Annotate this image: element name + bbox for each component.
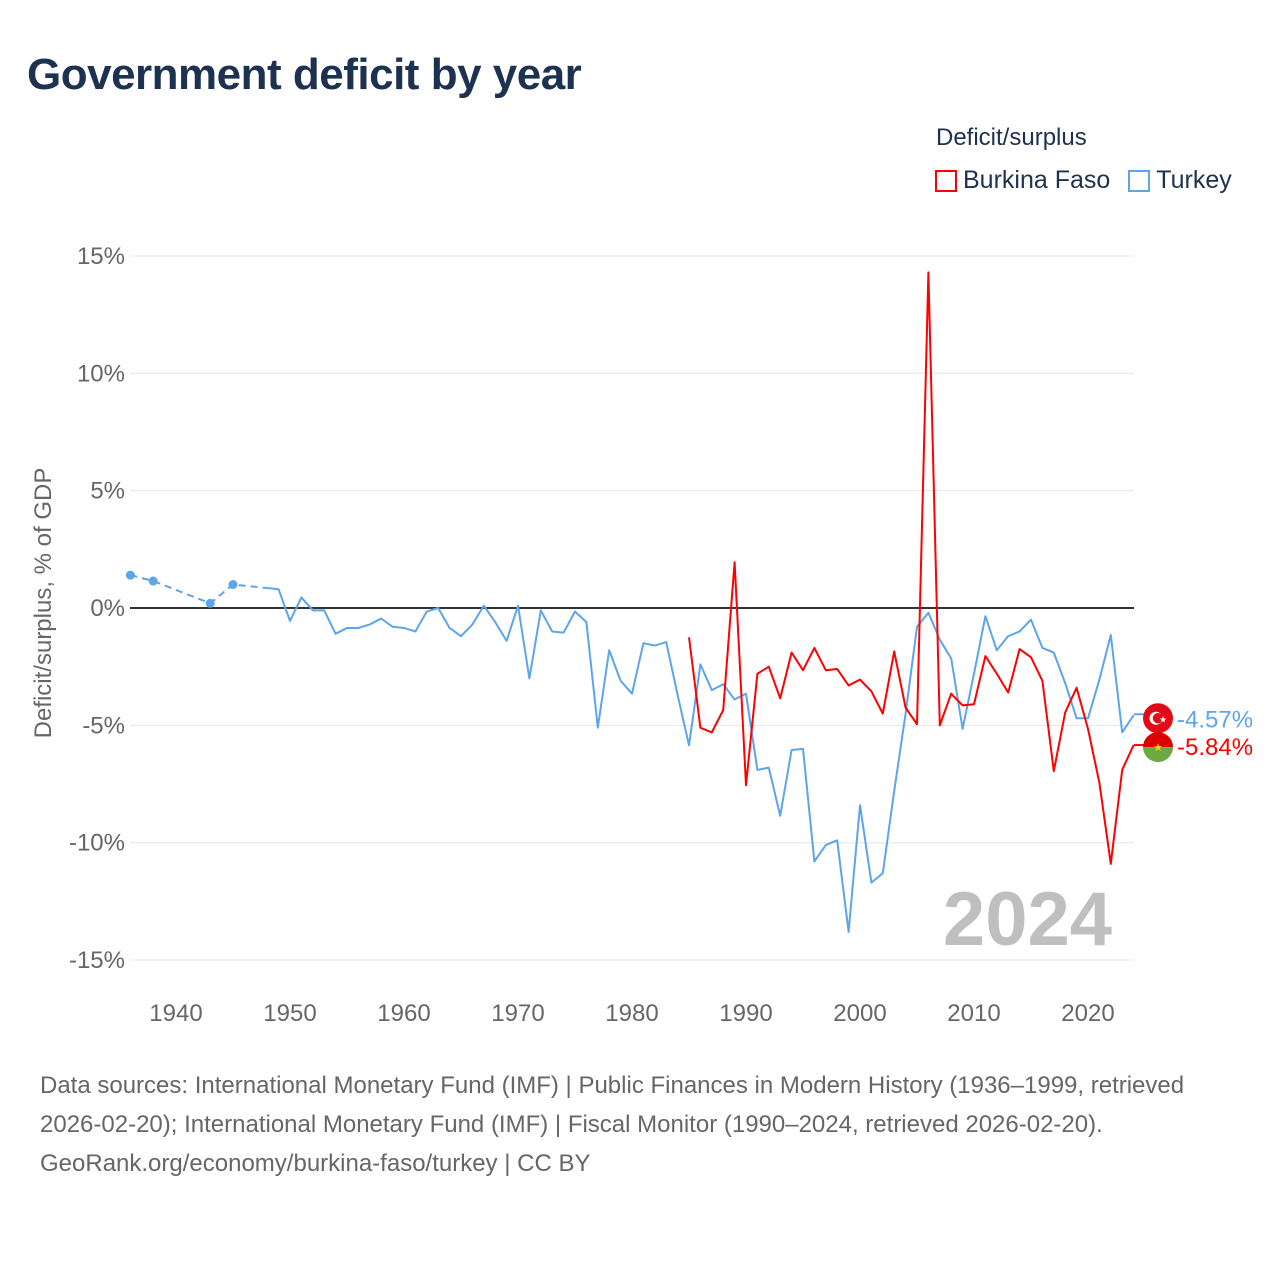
flag-star: ★ [1153, 742, 1163, 754]
line-chart: 15% 10% 5% 0% -5% -10% -15% 1940 1950 1960 1970 198… [30, 243, 1253, 1027]
burkina-faso-flag-icon [1143, 732, 1173, 748]
y-tick-label: 15% [77, 243, 125, 270]
x-tick-label: 2000 [833, 1000, 886, 1027]
x-tick-label: 1980 [605, 1000, 658, 1027]
legend-title: Deficit/surplus [936, 124, 1087, 151]
flag-crescent-cut [1152, 713, 1164, 724]
x-tick-label: 1950 [263, 1000, 316, 1027]
data-point [228, 580, 238, 590]
credit-link[interactable]: GeoRank.org/economy/burkina-faso/turkey … [40, 1150, 591, 1177]
x-tick-label: 1990 [719, 1000, 772, 1027]
data-point [205, 598, 215, 608]
x-tick-label: 2010 [947, 1000, 1000, 1027]
series-line-burkina-faso [688, 271, 1135, 865]
data-point [125, 570, 135, 580]
y-tick-label: 5% [90, 478, 125, 505]
y-tick-label: 0% [90, 595, 125, 622]
legend-label: Burkina Faso [963, 166, 1111, 194]
x-tick-label: 1970 [491, 1000, 544, 1027]
page-title: Government deficit by year [27, 50, 582, 99]
legend-swatch [935, 169, 957, 192]
data-sources: Data sources: International Monetary Fun… [40, 1072, 1185, 1138]
y-tick-label: -15% [69, 947, 125, 974]
y-tick-label: -5% [82, 712, 125, 739]
year-watermark: 2024 [943, 877, 1112, 962]
series-line-turkey [267, 587, 1135, 933]
y-tick-label: -10% [69, 830, 125, 857]
flag-lower-band [1143, 747, 1173, 763]
x-tick-label: 2020 [1061, 1000, 1114, 1027]
y-tick-label: 10% [77, 360, 125, 387]
flag-star: ★ [1159, 714, 1167, 724]
footer: Data sources: International Monetary Fun… [40, 1066, 1240, 1183]
legend-swatch [1128, 169, 1151, 192]
x-tick-label: 1960 [377, 1000, 430, 1027]
end-label-turkey: -4.57% [1177, 706, 1253, 733]
legend-item-burkina-faso[interactable]: Burkina Faso [935, 166, 1110, 195]
x-tick-label: 1940 [149, 1000, 202, 1027]
legend-item-turkey[interactable]: Turkey [1128, 166, 1232, 195]
data-point [148, 576, 158, 586]
end-label-burkina-faso: -5.84% [1177, 734, 1253, 761]
legend-label: Turkey [1156, 166, 1232, 194]
y-axis-label: Deficit/surplus, % of GDP [30, 468, 57, 739]
legend: Burkina Faso Turkey [935, 166, 1232, 195]
